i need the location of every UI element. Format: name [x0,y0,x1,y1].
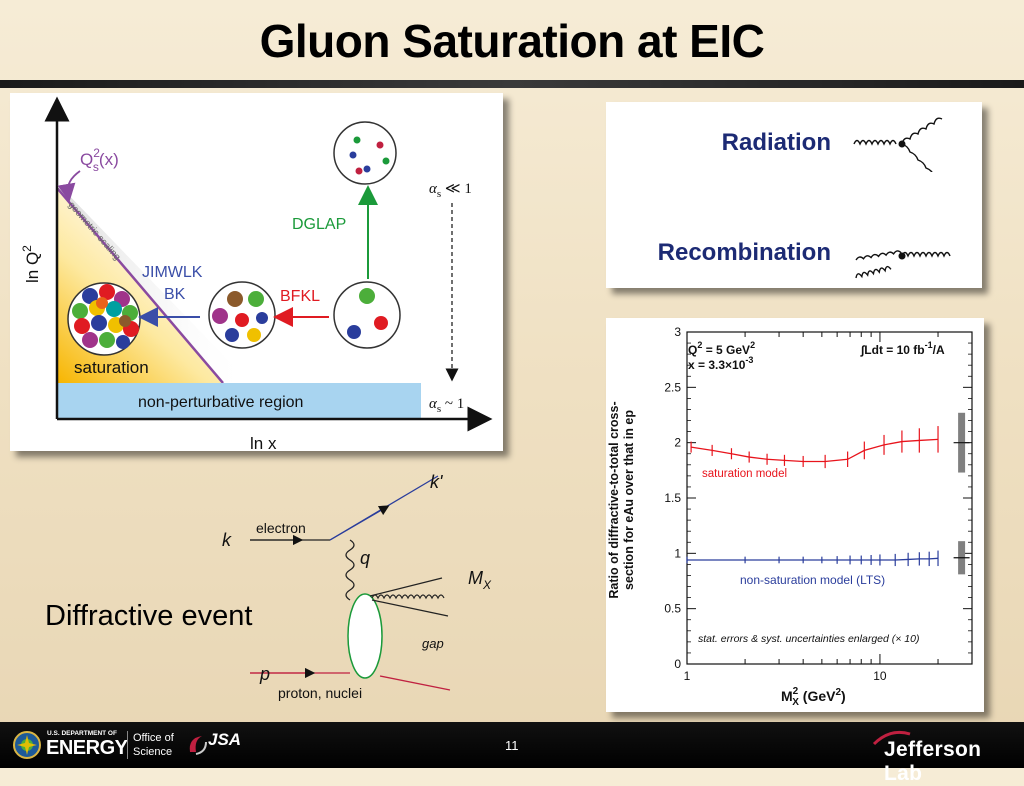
jsa-swoosh-icon [189,736,207,755]
ratio-chart: 0 0.5 1 1.5 2 2.5 3 1 10 Ratio of diffractive-to… [607,325,973,708]
saturation-series-label: saturation model [702,468,787,480]
mx-line-1 [369,577,443,597]
x-axis-label: M2 X (GeV2) [781,686,846,708]
recombination-label: Recombination [657,239,831,266]
series-line-0 [690,438,939,463]
gap-label: gap [422,636,444,651]
alpha-bottom-label: αs ~ 1 [429,396,464,415]
y-tick-label: 1 [674,546,681,560]
x-axis-label: ln x [250,434,277,451]
radiation-icon [853,117,943,172]
outgoing-proton [379,675,451,691]
y-tick-label: 2 [674,436,681,450]
bfkl-label: BFKL [280,288,320,305]
jlab-logo-text: Jefferson Lab [884,738,982,785]
bk-label: BK [164,286,186,303]
jimwlk-label: JIMWLK [142,264,203,281]
office-line1: Office of [133,732,174,744]
ratio-chart-panel: 0 0.5 1 1.5 2 2.5 3 1 10 Ratio of diffractive-to… [606,318,984,712]
qs-label: Q2 s(x) [80,146,119,174]
jlab-swoosh-icon [872,730,911,746]
series-line-1 [687,557,939,561]
non-perturbative-band [57,383,421,419]
office-line2: Science [133,746,173,758]
y-axis-label-line1: Ratio of diffractive-to-total cross- [607,401,621,598]
qs-arrow [57,170,81,202]
y-tick-label: 0.5 [664,602,681,616]
title-divider [0,80,1024,88]
electron-label: electron [256,520,306,536]
plot-frame [686,331,973,665]
proton-nuclei-label: proton, nuclei [278,685,362,701]
saturation-label: saturation [74,358,149,377]
y-tick-label: 1.5 [664,491,681,505]
annotation-lumi: ∫Ldt = 10 fb-1/A [860,340,945,357]
y-axis-label-line2: section for eAu over that in ep [622,410,636,590]
q-label: q [360,548,370,568]
dense-gluons [72,284,139,349]
annotation-x: x = 3.3×10-3 [688,355,753,372]
y-axis-label: ln Q2 [20,245,42,283]
doe-small-text: U.S. DEPARTMENT OF [47,730,117,737]
footer-divider [127,731,128,759]
x-tick-label: 10 [873,669,887,683]
page-number: 11 [505,738,519,753]
annotation-q2: Q2 = 5 GeV2 [688,340,755,357]
non-perturbative-label: non-perturbative region [138,394,303,411]
errors-note: stat. errors & syst. uncertainties enlar… [698,633,919,645]
slide-title: Gluon Saturation at EIC [259,15,765,67]
x-tick-label: 1 [684,669,691,683]
diffractive-caption: Diffractive event [45,600,253,632]
y-tick-label: 2.5 [664,380,681,394]
kprime-label: k' [430,472,443,492]
mx-line-2 [371,599,449,617]
scaling-band [57,188,250,383]
mx-gluon [371,594,445,600]
virtual-photon [345,539,355,601]
doe-seal-icon [13,731,41,759]
alpha-top-label: αs ≪ 1 [429,181,472,200]
k-label: k [222,530,232,550]
p-label: p [259,664,270,684]
feynman-diagram: k k' electron q MX gap p proton, nuclei [222,472,492,701]
phase-diagram-panel: ln Q2 ln x Q2 s(x) geometric scaling DGLA… [10,93,503,451]
jsa-text: JSA [208,730,242,749]
dglap-label: DGLAP [292,216,346,233]
proton-blob [347,593,383,679]
y-tick-label: 0 [674,657,681,671]
doe-energy-text: ENERGY [46,737,128,759]
recombination-icon [855,250,951,279]
phase-diagram: ln Q2 ln x Q2 s(x) geometric scaling DGLA… [20,96,493,451]
footer-bar: U.S. DEPARTMENT OF ENERGY Office of Scie… [0,722,1024,785]
mx-label: MX [468,568,492,592]
lts-series-label: non-saturation model (LTS) [740,573,885,587]
radiation-label: Radiation [721,129,831,156]
circle-dilute-top [333,121,397,185]
rad-recomb-panel: Radiation Recombination [606,102,982,288]
y-tick-label: 3 [674,325,681,339]
saturation-line [56,187,224,384]
